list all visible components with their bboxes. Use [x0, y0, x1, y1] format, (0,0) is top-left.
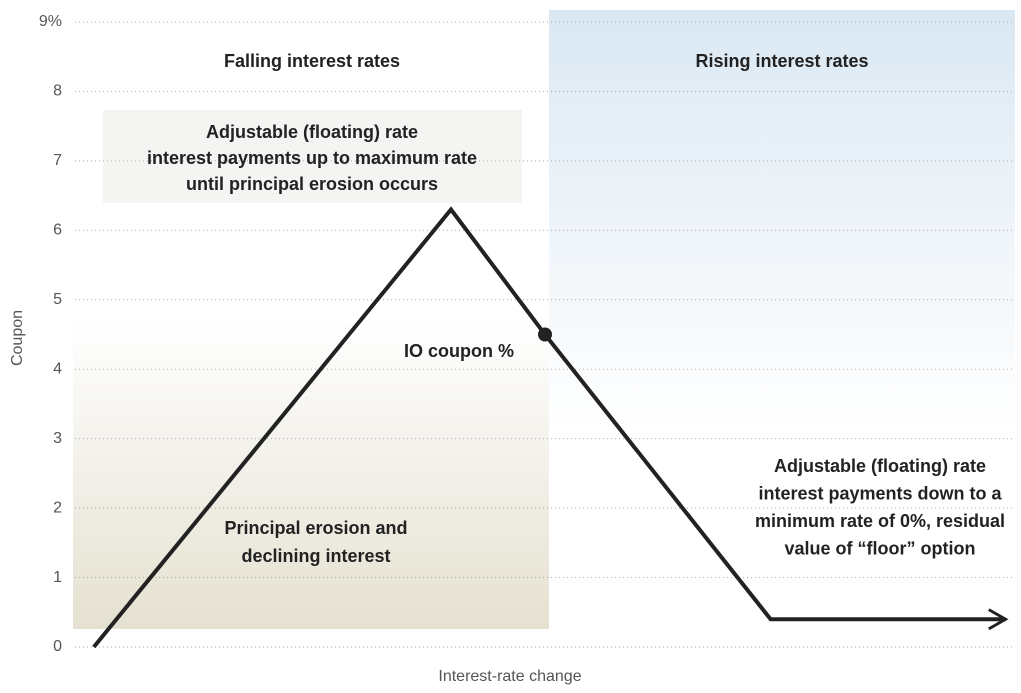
region-label: Falling interest rates — [224, 51, 400, 71]
y-tick-label: 9% — [39, 13, 62, 30]
y-tick-label: 0 — [53, 638, 62, 655]
annotation: interest payments down to a — [758, 483, 1002, 503]
y-tick-label: 4 — [53, 360, 62, 377]
annotation: Adjustable (floating) rate — [774, 456, 986, 476]
annotation-dot — [538, 327, 552, 342]
annotation: until principal erosion occurs — [186, 174, 438, 194]
annotation-box — [103, 110, 522, 203]
x-axis-label: Interest-rate change — [438, 668, 581, 685]
annotation: IO coupon % — [404, 341, 514, 361]
y-tick-label: 2 — [53, 499, 62, 516]
annotation: minimum rate of 0%, residual — [755, 511, 1005, 531]
annotation: value of “floor” option — [785, 538, 976, 558]
y-tick-label: 8 — [53, 83, 62, 100]
y-tick-label: 6 — [53, 222, 62, 239]
y-tick-label: 1 — [53, 569, 62, 586]
y-tick-label: 7 — [53, 152, 62, 169]
annotation: Adjustable (floating) rate — [206, 122, 418, 142]
region-label: Rising interest rates — [695, 51, 868, 71]
y-tick-label: 3 — [53, 430, 62, 447]
annotation: declining interest — [241, 546, 390, 566]
annotation: interest payments up to maximum rate — [147, 148, 477, 168]
annotation: Principal erosion and — [224, 518, 407, 538]
rising-shade — [549, 10, 1015, 430]
y-axis-label: Coupon — [9, 310, 26, 366]
y-tick-label: 5 — [53, 291, 62, 308]
